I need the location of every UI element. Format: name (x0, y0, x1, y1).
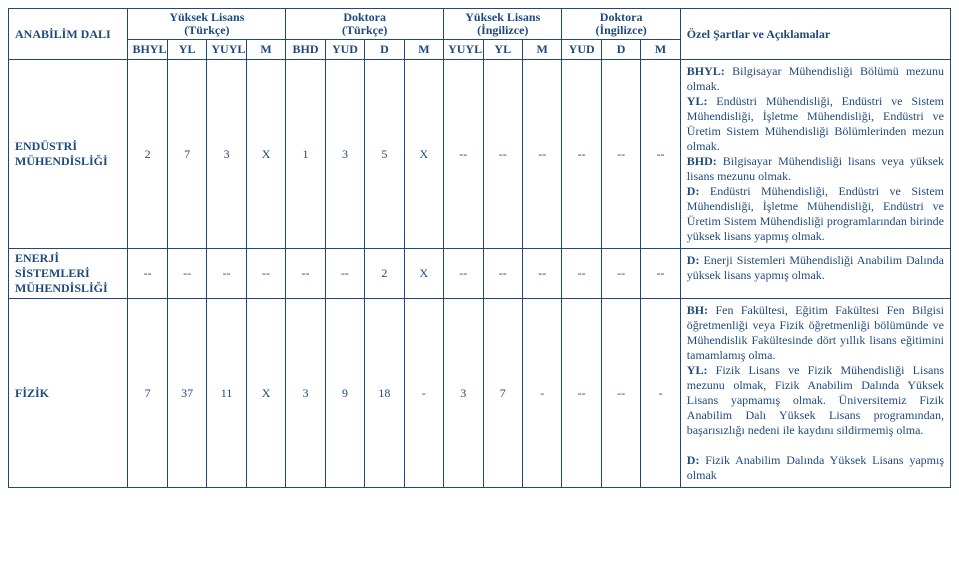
col-label: YUD (562, 40, 601, 60)
cell: 3 (207, 60, 246, 249)
cell: 3 (286, 299, 325, 488)
col-label: YL (167, 40, 206, 60)
cell: X (246, 299, 285, 488)
group-yl-tr: Yüksek Lisans (Türkçe) (128, 9, 286, 40)
cell: -- (562, 249, 601, 299)
col-label: YUYL (444, 40, 483, 60)
group-yl-en: Yüksek Lisans (İngilizce) (444, 9, 562, 40)
row-notes: BHYL: Bilgisayar Mühendisliği Bölümü mez… (680, 60, 950, 249)
cell: 2 (128, 60, 167, 249)
group-d-tr: Doktora (Türkçe) (286, 9, 444, 40)
col-label: M (522, 40, 561, 60)
group-title: Doktora (600, 10, 643, 24)
quota-table: ANABİLİM DALI Yüksek Lisans (Türkçe) Dok… (8, 8, 951, 488)
cell: -- (128, 249, 167, 299)
cell: X (246, 60, 285, 249)
cell: -- (286, 249, 325, 299)
row-header-label: ANABİLİM DALI (9, 9, 128, 60)
group-title: Doktora (343, 10, 386, 24)
group-subtitle: (İngilizce) (595, 23, 646, 37)
cell: -- (167, 249, 206, 299)
row-notes: BH: Fen Fakültesi, Eğitim Fakültesi Fen … (680, 299, 950, 488)
cell: -- (522, 249, 561, 299)
cell: -- (444, 249, 483, 299)
cell: -- (207, 249, 246, 299)
cell: -- (483, 249, 522, 299)
cell: 18 (365, 299, 404, 488)
cell: 3 (444, 299, 483, 488)
col-label: M (641, 40, 680, 60)
cell: 7 (128, 299, 167, 488)
cell: 11 (207, 299, 246, 488)
cell: -- (641, 249, 680, 299)
cell: -- (444, 60, 483, 249)
cell: -- (562, 60, 601, 249)
group-title: Yüksek Lisans (465, 10, 540, 24)
row-label: ENDÜSTRİ MÜHENDİSLİĞİ (9, 60, 128, 249)
header-row-groups: ANABİLİM DALI Yüksek Lisans (Türkçe) Dok… (9, 9, 951, 40)
cell: -- (246, 249, 285, 299)
col-label: YL (483, 40, 522, 60)
cell: X (404, 60, 443, 249)
cell: 2 (365, 249, 404, 299)
group-d-en: Doktora (İngilizce) (562, 9, 680, 40)
group-subtitle: (Türkçe) (184, 23, 229, 37)
col-label: YUYL (207, 40, 246, 60)
group-subtitle: (Türkçe) (342, 23, 387, 37)
row-notes: D: Enerji Sistemleri Mühendisliği Anabil… (680, 249, 950, 299)
col-label: BHD (286, 40, 325, 60)
col-label: M (404, 40, 443, 60)
cell: 7 (483, 299, 522, 488)
cell: -- (483, 60, 522, 249)
cell: 9 (325, 299, 364, 488)
cell: 37 (167, 299, 206, 488)
cell: -- (562, 299, 601, 488)
table-row: FİZİK 7 37 11 X 3 9 18 - 3 7 - -- -- - B… (9, 299, 951, 488)
cell: -- (601, 249, 640, 299)
table-row: ENERJİ SİSTEMLERİ MÜHENDİSLİĞİ -- -- -- … (9, 249, 951, 299)
notes-header: Özel Şartlar ve Açıklamalar (680, 9, 950, 60)
cell: 1 (286, 60, 325, 249)
cell: 7 (167, 60, 206, 249)
col-label: D (601, 40, 640, 60)
cell: 5 (365, 60, 404, 249)
cell: - (404, 299, 443, 488)
table-row: ENDÜSTRİ MÜHENDİSLİĞİ 2 7 3 X 1 3 5 X --… (9, 60, 951, 249)
row-label: FİZİK (9, 299, 128, 488)
group-title: Yüksek Lisans (169, 10, 244, 24)
col-label: D (365, 40, 404, 60)
cell: X (404, 249, 443, 299)
cell: -- (522, 60, 561, 249)
col-label: M (246, 40, 285, 60)
group-subtitle: (İngilizce) (477, 23, 528, 37)
cell: -- (325, 249, 364, 299)
cell: - (641, 299, 680, 488)
col-label: BHYL (128, 40, 167, 60)
cell: 3 (325, 60, 364, 249)
cell: -- (601, 299, 640, 488)
cell: -- (601, 60, 640, 249)
cell: - (522, 299, 561, 488)
row-label: ENERJİ SİSTEMLERİ MÜHENDİSLİĞİ (9, 249, 128, 299)
col-label: YUD (325, 40, 364, 60)
cell: -- (641, 60, 680, 249)
